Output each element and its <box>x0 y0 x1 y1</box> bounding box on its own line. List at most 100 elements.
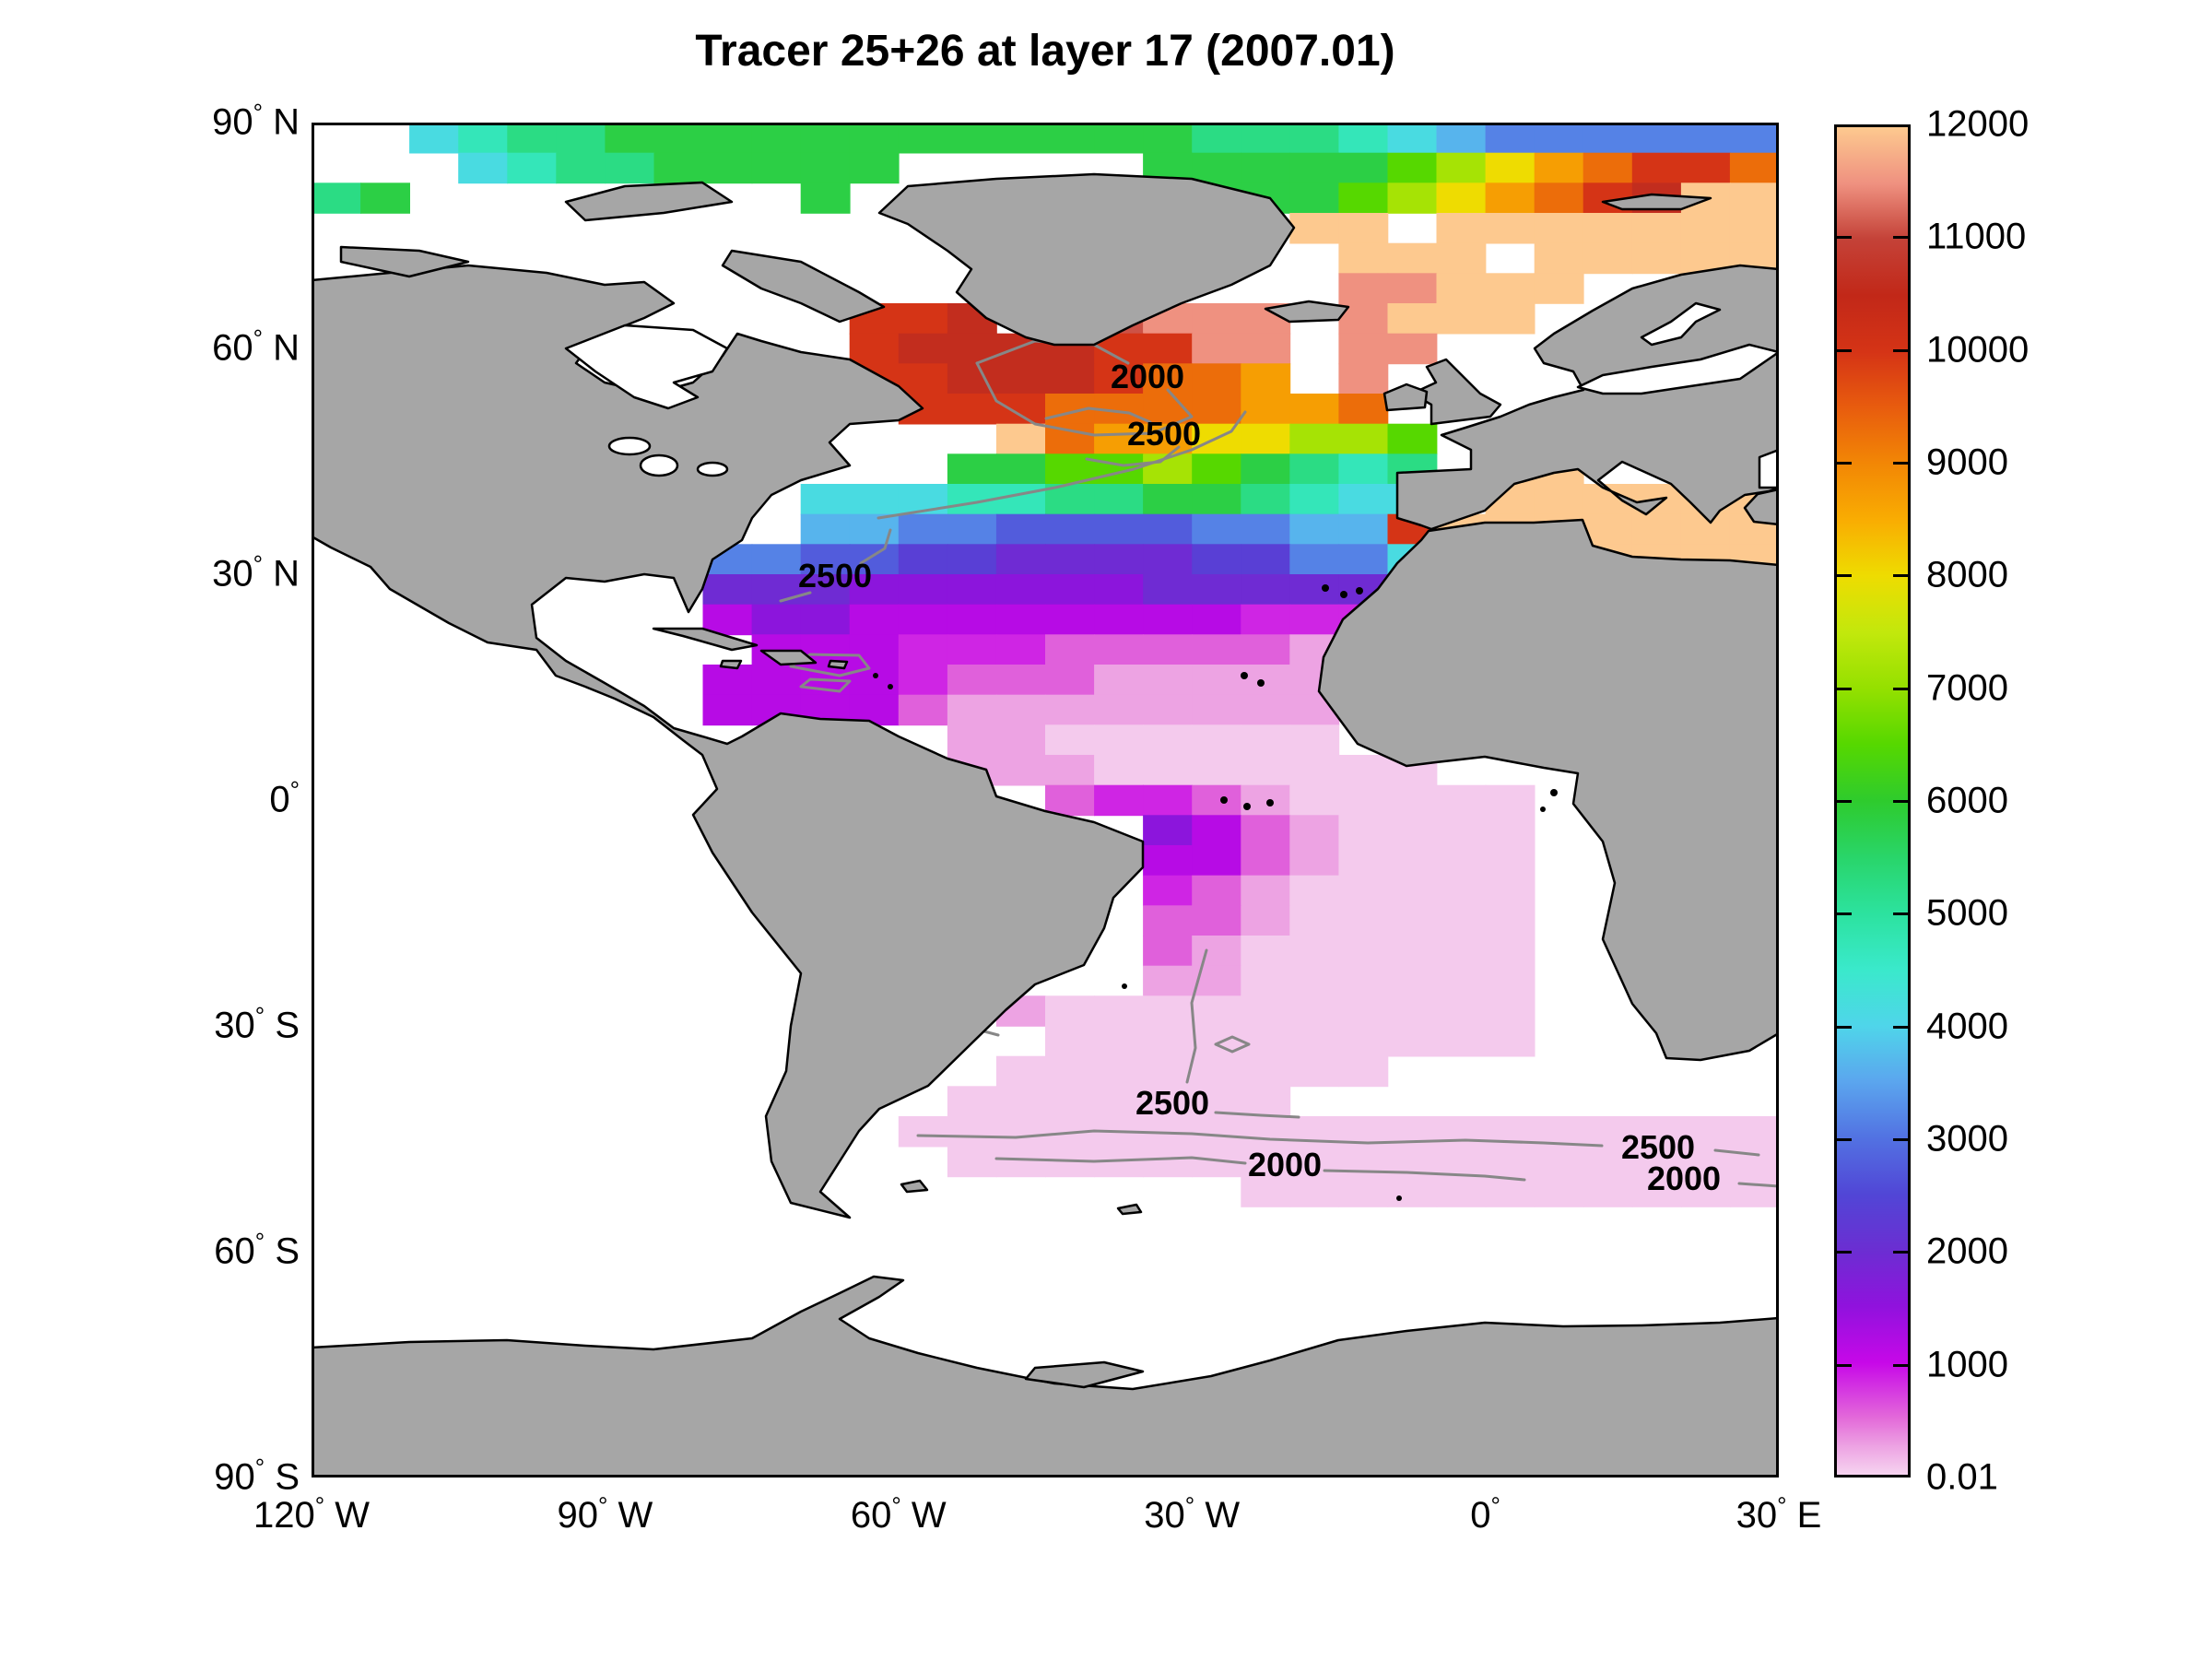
tracer-cell <box>1143 333 1193 365</box>
tracer-cell <box>1289 1055 1340 1088</box>
tracer-cell <box>1143 123 1193 154</box>
tracer-cell <box>1485 1026 1535 1057</box>
tracer-cell <box>1094 755 1144 786</box>
tracer-cell <box>947 544 997 575</box>
tracer-cell <box>1583 123 1633 154</box>
tracer-cell <box>1534 1176 1584 1207</box>
x-tick-label: 90° W <box>557 1491 653 1536</box>
tracer-cell <box>1485 213 1535 244</box>
iceland-landmass <box>1264 300 1350 324</box>
contour-line <box>1323 1169 1526 1182</box>
tracer-cell <box>1534 152 1584 184</box>
y-tick-label: 90° S <box>214 1454 300 1498</box>
tracer-cell <box>947 1146 997 1178</box>
tracer-cell <box>1387 1176 1438 1207</box>
tracer-cell <box>1241 755 1291 786</box>
island-dots <box>873 584 1558 1201</box>
tracer-cell <box>1289 784 1340 817</box>
tracer-cell <box>1045 544 1095 575</box>
contour-line <box>1085 445 1181 467</box>
tracer-cell <box>1485 936 1535 967</box>
tracer-cell <box>1094 694 1144 726</box>
tracer-cell <box>1387 123 1438 154</box>
contour-line <box>1185 948 1208 1084</box>
tracer-cell <box>1192 363 1242 394</box>
tracer-cell <box>800 123 851 154</box>
tracer-cell <box>1192 484 1242 515</box>
x-tick-label: 120° W <box>253 1491 371 1536</box>
tracer-cell <box>1338 965 1389 997</box>
y-tick-label: 30° N <box>212 550 300 595</box>
tracer-cell <box>1729 213 1779 244</box>
tracer-cell <box>1241 333 1291 365</box>
tracer-cell <box>1631 513 1682 546</box>
tracer-cell <box>1094 1055 1144 1088</box>
tracer-cell <box>947 634 997 665</box>
tracer-cell <box>1338 423 1389 455</box>
hudson-bay <box>564 324 729 410</box>
tracer-cell <box>1045 995 1095 1027</box>
tracer-cell <box>1338 333 1389 365</box>
x-tick-label: 60° W <box>850 1491 947 1536</box>
tracer-cell <box>702 665 753 696</box>
tracer-cell <box>1192 544 1242 575</box>
tracer-cell <box>1143 574 1193 606</box>
colorbar-tick-mark <box>1837 348 1852 352</box>
tracer-cell <box>1143 784 1193 817</box>
tracer-cell <box>1143 995 1193 1027</box>
tracer-cell <box>1338 453 1389 485</box>
tracer-cell <box>1094 123 1144 154</box>
jamaica-landmass <box>719 659 743 670</box>
tracer-cell <box>1289 423 1340 455</box>
tracer-cell <box>1338 123 1389 154</box>
tracer-cell <box>849 484 900 515</box>
tracer-cell <box>1534 182 1584 214</box>
tracer-cell <box>1436 905 1487 936</box>
tracer-cell <box>1289 544 1340 575</box>
tracer-cell <box>1289 484 1340 515</box>
tracer-cell <box>1241 965 1291 997</box>
tracer-cell <box>1045 423 1095 455</box>
tracer-cell <box>1485 995 1535 1027</box>
tracer-cell <box>1143 815 1193 846</box>
tracer-cell <box>1289 724 1340 756</box>
tracer-cell <box>1192 303 1242 335</box>
tracer-cell <box>1192 905 1242 936</box>
tracer-cell <box>1436 965 1487 997</box>
great-lake <box>607 436 652 456</box>
tracer-cell <box>1338 784 1389 817</box>
tracer-cell <box>1338 394 1389 425</box>
tracer-cell <box>1143 755 1193 786</box>
tracer-cell <box>1094 724 1144 756</box>
tracer-cell <box>1289 995 1340 1027</box>
colorbar-tick-label: 3000 <box>1926 1118 2008 1160</box>
tracer-cell <box>898 574 948 606</box>
tracer-cell <box>1583 242 1633 275</box>
colorbar-tick-mark <box>1893 800 1908 803</box>
tracer-cell <box>1387 303 1438 335</box>
tracer-cell <box>898 1116 948 1148</box>
tracer-cell <box>1387 152 1438 184</box>
tracer-cell <box>995 1086 1046 1117</box>
tracer-cell <box>1192 815 1242 846</box>
tracer-cell <box>1241 724 1291 756</box>
tracer-cell <box>849 574 900 606</box>
y-tick-label: 60° N <box>212 324 300 369</box>
tracer-cell <box>995 484 1046 515</box>
tracer-cell <box>1338 242 1389 275</box>
tracer-cell <box>1241 453 1291 485</box>
tracer-cell <box>800 544 851 575</box>
tracer-cell <box>1241 694 1291 726</box>
tracer-cell <box>605 152 655 184</box>
colorbar-tick-mark <box>1837 574 1852 578</box>
y-tick-label: 60° S <box>214 1228 300 1272</box>
tracer-cell <box>849 513 900 546</box>
black-sea <box>1758 448 1779 489</box>
tracer-cell <box>1192 755 1242 786</box>
map-frame <box>312 123 1779 1478</box>
colorbar-tick-label: 0.01 <box>1926 1456 1998 1498</box>
tracer-cell <box>1241 905 1291 936</box>
tracer-cell <box>1045 123 1095 154</box>
tracer-cell <box>898 513 948 546</box>
tracer-cell <box>995 634 1046 665</box>
